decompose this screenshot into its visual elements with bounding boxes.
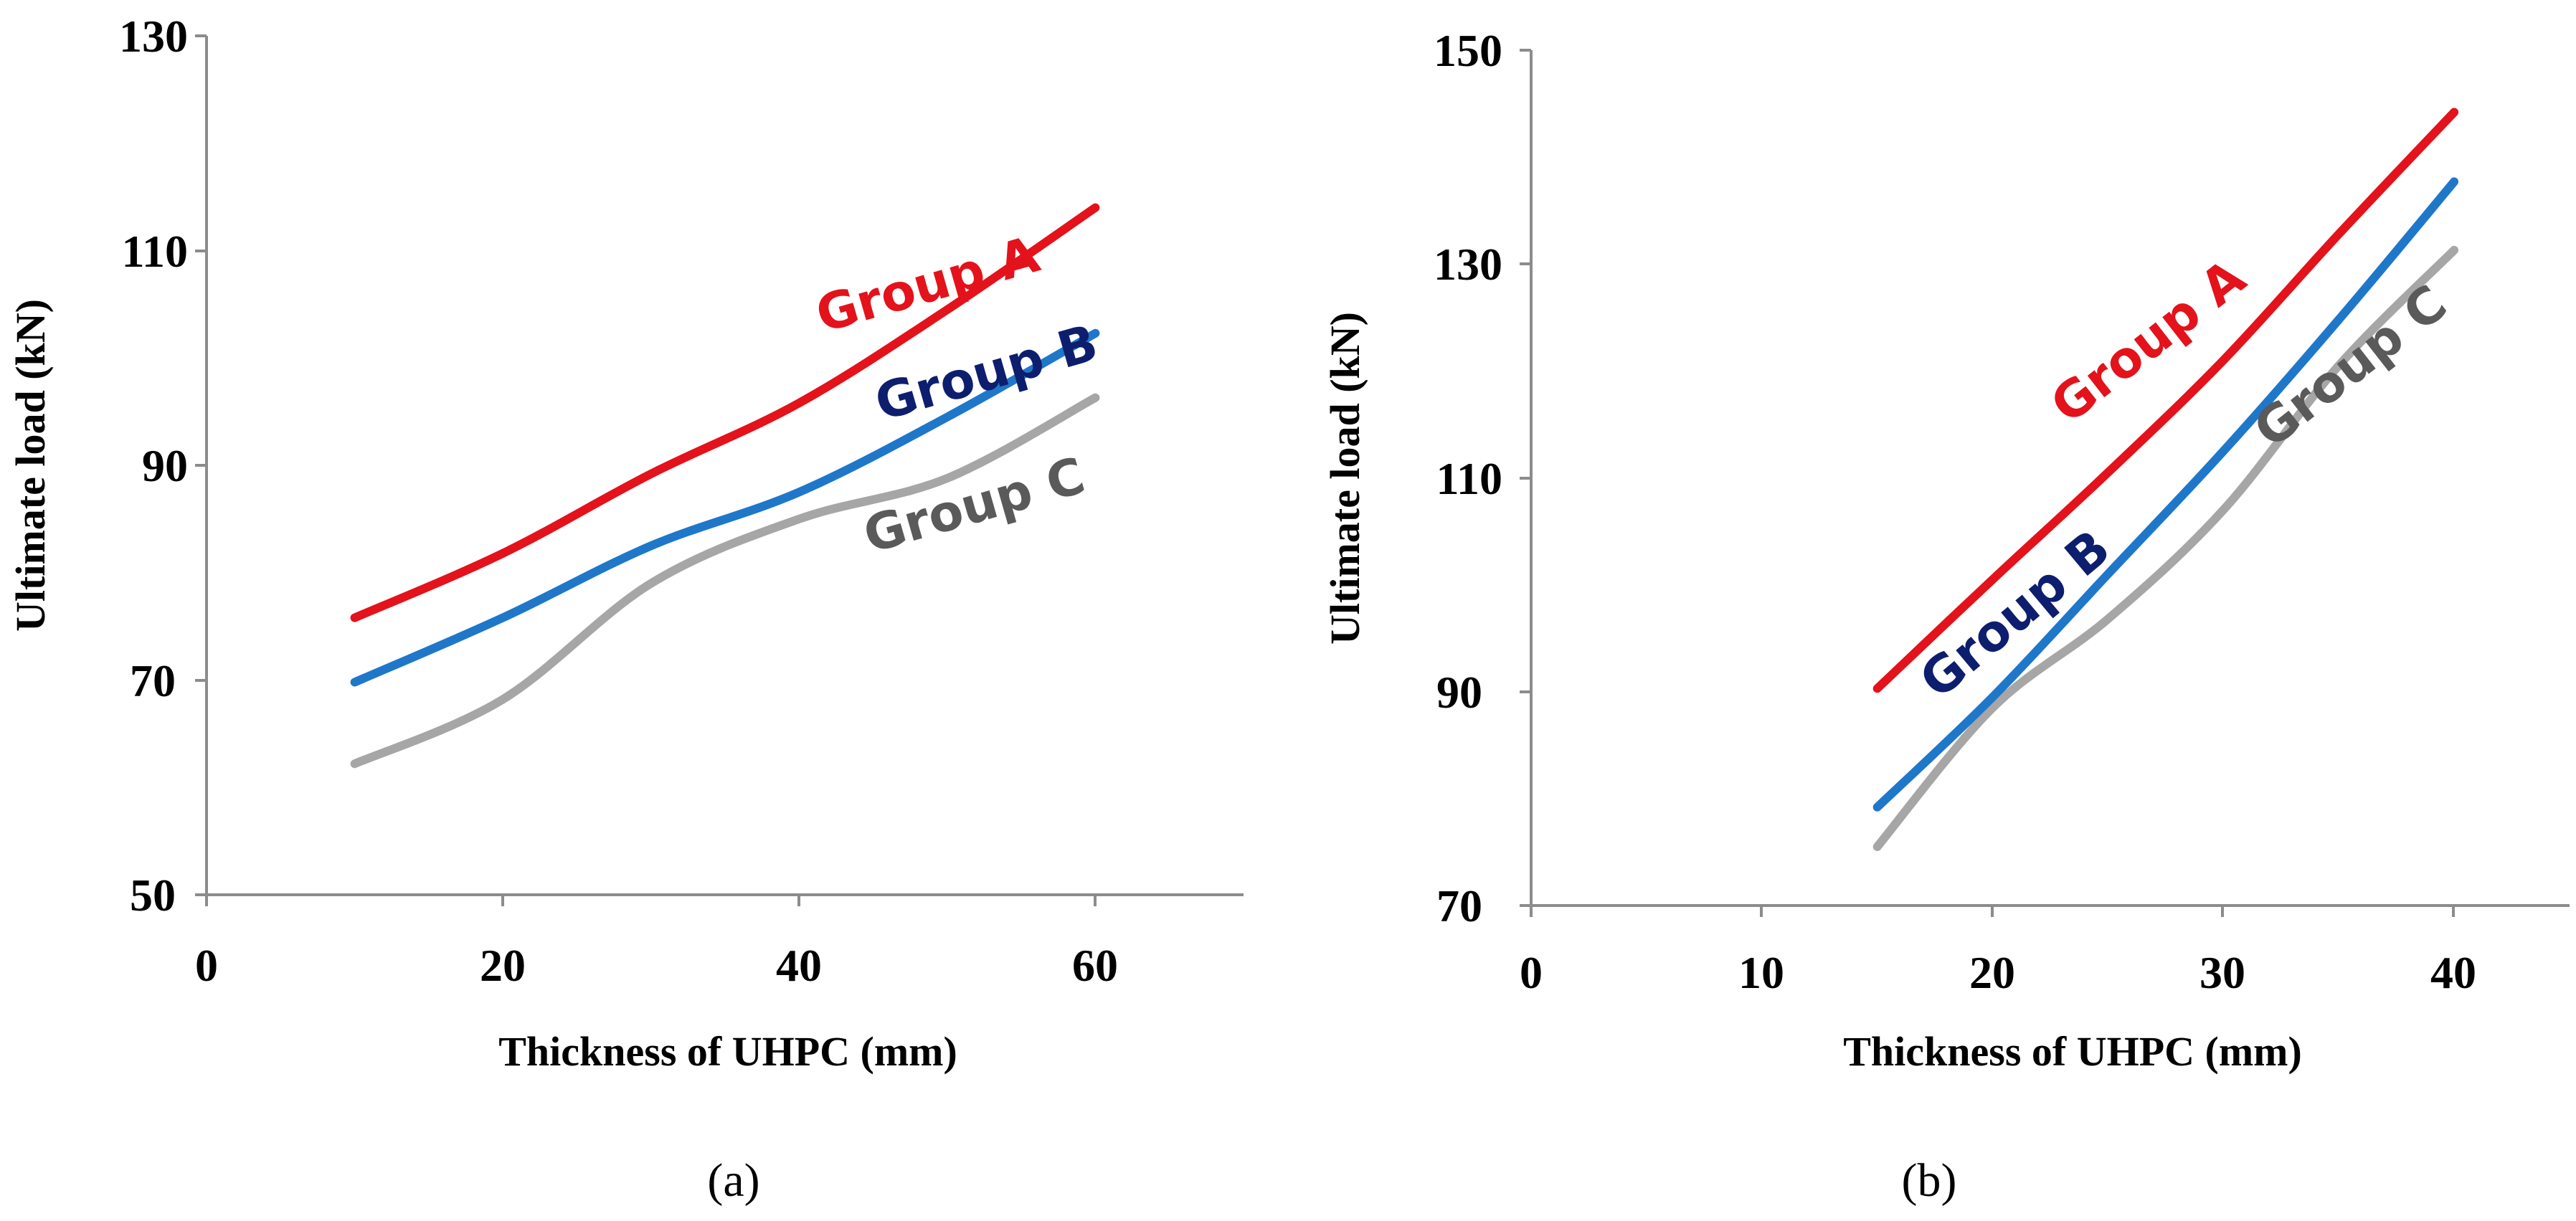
panel-a-series-line-group-a	[350, 203, 1100, 622]
panel-a-caption: (a)	[707, 1154, 759, 1207]
panel-b-y-tick-label-3: 130	[1434, 239, 1502, 290]
panel-a-x-tick-label-2: 40	[776, 940, 822, 991]
panel-a-y-tick-label-2: 90	[142, 440, 188, 491]
panel-a-y-tick-label-3: 110	[122, 226, 188, 277]
panel-b-series-line-group-a	[1872, 108, 2459, 693]
panel-b-series-labels: Group A Group B Group C	[1909, 248, 2458, 710]
panel-a-series-line-group-b	[350, 328, 1100, 687]
panel-b-x-ticks: 0 10 20 30 40	[1520, 906, 2476, 998]
panel-a: 50 70 90 110 130 0 20 40 60 Thickness of…	[7, 11, 1244, 1207]
panel-b-series-label-group-b: Group B	[1909, 518, 2121, 710]
panel-b-caption: (b)	[1902, 1154, 1957, 1207]
panel-a-y-tick-label-1: 70	[130, 655, 176, 706]
panel-b-series-line-group-c	[1872, 245, 2459, 851]
panel-a-x-tick-label-1: 20	[480, 940, 526, 991]
panel-b: 70 90 110 130 150 0 10 20 30 40 Thicknes…	[1322, 25, 2570, 1207]
panel-a-series-lines	[350, 203, 1100, 769]
panel-a-axes	[205, 36, 1244, 896]
panel-b-x-axis-title: Thickness of UHPC (mm)	[1843, 1028, 2302, 1075]
panel-a-x-tick-label-0: 0	[195, 940, 218, 991]
panel-a-y-tick-label-0: 50	[130, 870, 176, 921]
panel-b-y-axis-title: Ultimate load (kN)	[1322, 312, 1368, 645]
panel-b-y-tick-label-0: 70	[1436, 880, 1482, 931]
panel-b-x-tick-label-1: 10	[1738, 947, 1784, 998]
panel-b-y-tick-label-1: 90	[1436, 667, 1482, 718]
panel-b-series-lines	[1872, 108, 2459, 851]
panel-a-ticks: 50 70 90 110 130 0 20 40 60	[119, 11, 1118, 991]
panel-b-y-tick-label-2: 110	[1436, 453, 1502, 504]
panel-b-ticks: 70 90 110 130 150 0 10 20 30 40	[1434, 25, 2476, 998]
panel-b-x-tick-label-2: 20	[1969, 947, 2015, 998]
panel-a-y-tick-label-4: 130	[119, 11, 188, 62]
panel-b-x-tick-label-3: 30	[2199, 947, 2245, 998]
panel-b-series-label-group-a: Group A	[2040, 248, 2256, 435]
panel-a-y-axis-title: Ultimate load (kN)	[7, 299, 54, 632]
panel-a-series-line-group-c	[350, 393, 1100, 769]
panel-a-y-ticks: 50 70 90 110 130	[119, 11, 207, 921]
panel-b-axes	[1530, 50, 2570, 907]
panel-b-y-tick-label-4: 150	[1434, 25, 1502, 76]
panel-b-series-line-group-b	[1872, 177, 2459, 812]
panel-a-x-axis-title: Thickness of UHPC (mm)	[498, 1028, 957, 1075]
panel-a-x-tick-label-3: 60	[1072, 940, 1118, 991]
panel-a-x-ticks: 0 20 40 60	[195, 895, 1118, 991]
panel-b-x-tick-label-4: 40	[2430, 947, 2476, 998]
panel-a-series-labels: Group A Group B Group C	[810, 225, 1104, 565]
panel-b-y-ticks: 70 90 110 130 150	[1434, 25, 1531, 931]
panel-b-x-tick-label-0: 0	[1520, 947, 1543, 998]
